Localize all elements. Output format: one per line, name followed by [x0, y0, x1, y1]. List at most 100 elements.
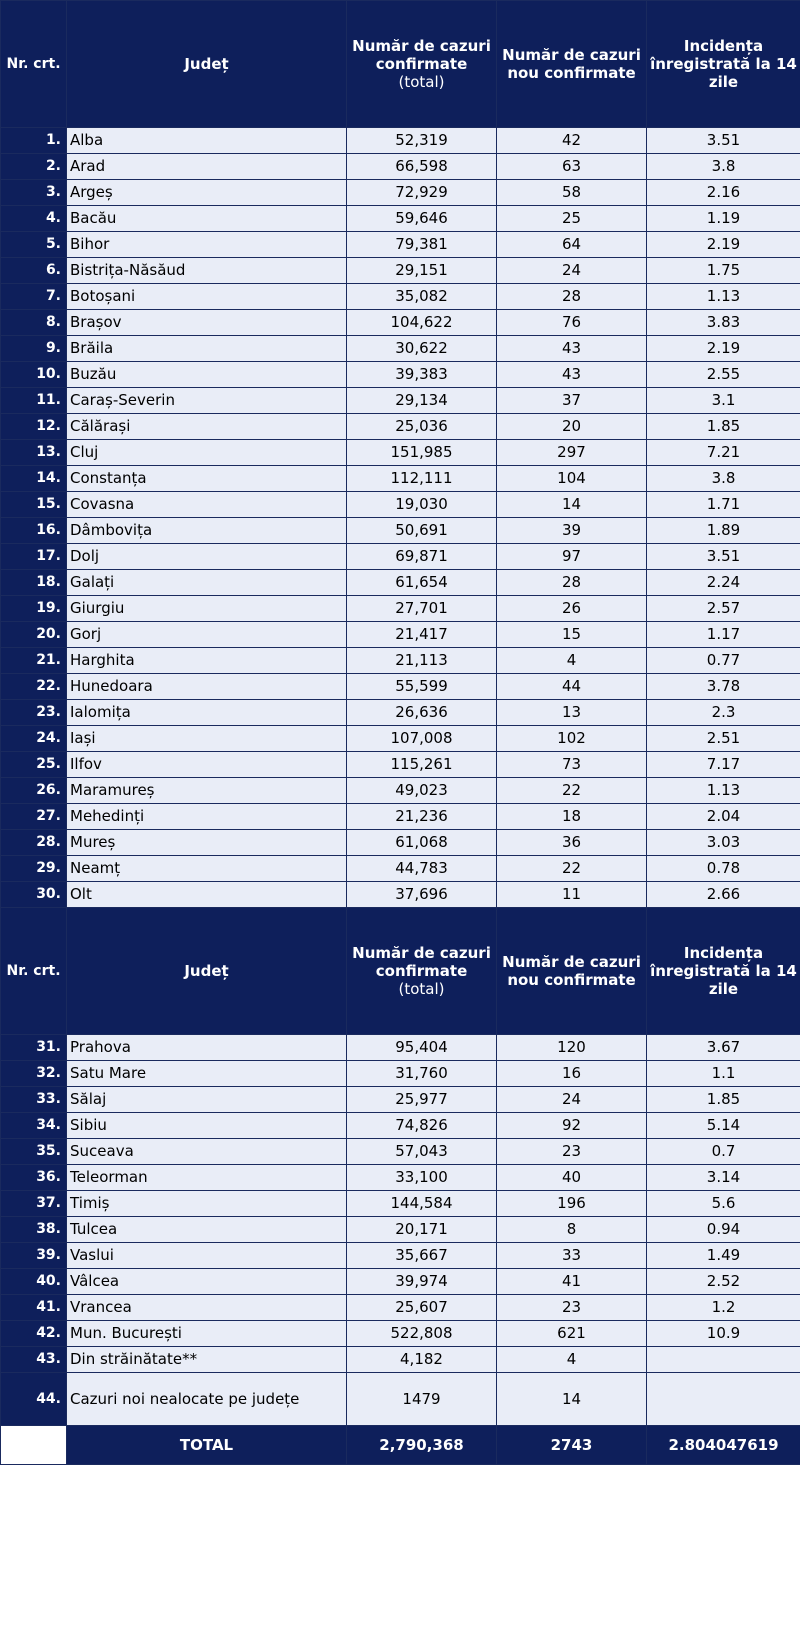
incidence: 3.03 — [646, 829, 800, 856]
total-cases-sum: 2,790,368 — [346, 1425, 497, 1465]
total-cases: 31,760 — [346, 1060, 497, 1087]
total-incidence: 2.804047619 — [646, 1425, 800, 1465]
incidence: 2.55 — [646, 361, 800, 388]
total-cases: 151,985 — [346, 439, 497, 466]
table-row: 1. Alba 52,319 42 3.51 — [0, 127, 800, 154]
total-cases: 44,783 — [346, 855, 497, 882]
county-name: Ialomița — [66, 699, 347, 726]
county-name: Giurgiu — [66, 595, 347, 622]
row-number: 16. — [0, 517, 67, 544]
total-cases: 144,584 — [346, 1190, 497, 1217]
total-cases: 72,929 — [346, 179, 497, 206]
table-row: 38. Tulcea 20,171 8 0.94 — [0, 1216, 800, 1243]
table-row: 7. Botoșani 35,082 28 1.13 — [0, 283, 800, 310]
county-name: Mun. București — [66, 1320, 347, 1347]
county-name: Dolj — [66, 543, 347, 570]
total-cases: 57,043 — [346, 1138, 497, 1165]
row-number: 4. — [0, 205, 67, 232]
row-number: 12. — [0, 413, 67, 440]
county-name: Alba — [66, 127, 347, 154]
incidence: 1.2 — [646, 1294, 800, 1321]
header-total-sub: (total) — [398, 980, 445, 998]
incidence: 3.83 — [646, 309, 800, 336]
county-name: Botoșani — [66, 283, 347, 310]
row-number: 7. — [0, 283, 67, 310]
row-number: 25. — [0, 751, 67, 778]
total-cases: 61,068 — [346, 829, 497, 856]
row-number: 22. — [0, 673, 67, 700]
header-total-cases: Număr de cazuri confirmate (total) — [346, 0, 497, 128]
row-number: 8. — [0, 309, 67, 336]
total-row: TOTAL 2,790,368 2743 2.804047619 — [0, 1425, 800, 1465]
incidence: 3.1 — [646, 387, 800, 414]
county-name: Călărași — [66, 413, 347, 440]
new-cases: 28 — [496, 569, 647, 596]
table-row: 3. Argeș 72,929 58 2.16 — [0, 179, 800, 206]
incidence: 2.04 — [646, 803, 800, 830]
table-row: 13. Cluj 151,985 297 7.21 — [0, 439, 800, 466]
table-row: 33. Sălaj 25,977 24 1.85 — [0, 1086, 800, 1113]
table-row: 31. Prahova 95,404 120 3.67 — [0, 1034, 800, 1061]
incidence: 2.19 — [646, 231, 800, 258]
county-name: Constanța — [66, 465, 347, 492]
total-cases: 26,636 — [346, 699, 497, 726]
new-cases: 22 — [496, 777, 647, 804]
incidence: 3.8 — [646, 465, 800, 492]
row-number: 1. — [0, 127, 67, 154]
county-name: Tulcea — [66, 1216, 347, 1243]
header-judet: Județ — [66, 0, 347, 128]
new-cases: 15 — [496, 621, 647, 648]
row-number: 44. — [0, 1372, 67, 1426]
county-name: Neamț — [66, 855, 347, 882]
county-name: Timiș — [66, 1190, 347, 1217]
new-cases: 23 — [496, 1294, 647, 1321]
new-cases: 42 — [496, 127, 647, 154]
total-cases: 21,113 — [346, 647, 497, 674]
incidence: 0.94 — [646, 1216, 800, 1243]
incidence: 2.57 — [646, 595, 800, 622]
row-number: 6. — [0, 257, 67, 284]
table-row: 29. Neamț 44,783 22 0.78 — [0, 855, 800, 882]
new-cases: 33 — [496, 1242, 647, 1269]
new-cases: 24 — [496, 1086, 647, 1113]
county-name: Gorj — [66, 621, 347, 648]
incidence: 7.21 — [646, 439, 800, 466]
table-row: 9. Brăila 30,622 43 2.19 — [0, 335, 800, 362]
incidence: 2.52 — [646, 1268, 800, 1295]
row-number: 20. — [0, 621, 67, 648]
total-new-sum: 2743 — [496, 1425, 647, 1465]
new-cases: 24 — [496, 257, 647, 284]
row-number: 37. — [0, 1190, 67, 1217]
incidence: 3.14 — [646, 1164, 800, 1191]
incidence: 0.77 — [646, 647, 800, 674]
incidence: 0.78 — [646, 855, 800, 882]
header-new-cases: Număr de cazuri nou confirmate — [496, 0, 647, 128]
incidence: 2.66 — [646, 881, 800, 908]
county-name: Iași — [66, 725, 347, 752]
row-number: 42. — [0, 1320, 67, 1347]
new-cases: 44 — [496, 673, 647, 700]
new-cases: 43 — [496, 335, 647, 362]
row-number: 15. — [0, 491, 67, 518]
row-number: 32. — [0, 1060, 67, 1087]
new-cases: 41 — [496, 1268, 647, 1295]
table-row: 4. Bacău 59,646 25 1.19 — [0, 205, 800, 232]
county-name: Maramureș — [66, 777, 347, 804]
row-number: 35. — [0, 1138, 67, 1165]
table-row: 22. Hunedoara 55,599 44 3.78 — [0, 673, 800, 700]
new-cases: 63 — [496, 153, 647, 180]
table-row: 25. Ilfov 115,261 73 7.17 — [0, 751, 800, 778]
row-number: 33. — [0, 1086, 67, 1113]
table-row: 37. Timiș 144,584 196 5.6 — [0, 1190, 800, 1217]
table-row: 23. Ialomița 26,636 13 2.3 — [0, 699, 800, 726]
covid-county-table: Nr. crt. Județ Număr de cazuri confirmat… — [0, 0, 800, 1465]
new-cases: 22 — [496, 855, 647, 882]
total-cases: 522,808 — [346, 1320, 497, 1347]
table-row: 21. Harghita 21,113 4 0.77 — [0, 647, 800, 674]
new-cases: 120 — [496, 1034, 647, 1061]
new-cases: 196 — [496, 1190, 647, 1217]
header-nr: Nr. crt. — [0, 0, 67, 128]
incidence — [646, 1346, 800, 1373]
new-cases: 64 — [496, 231, 647, 258]
new-cases: 104 — [496, 465, 647, 492]
